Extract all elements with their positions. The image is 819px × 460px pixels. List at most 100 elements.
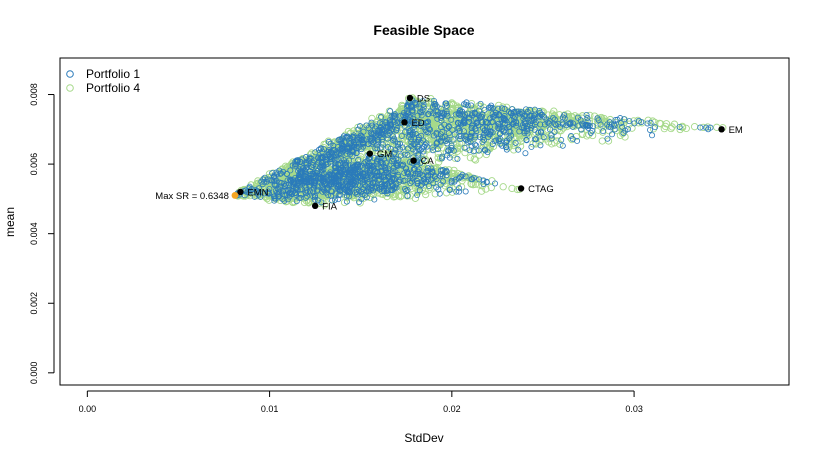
asset-label-ca: CA	[421, 156, 435, 167]
portfolio-1-point	[324, 186, 331, 193]
portfolio-1-point	[483, 179, 490, 186]
portfolio-1-point	[432, 103, 439, 110]
portfolio-1-point	[647, 119, 654, 126]
portfolio-4-point	[564, 113, 572, 121]
portfolio-1-point	[318, 175, 325, 182]
portfolio-1-point	[287, 167, 294, 174]
portfolio-1-point	[257, 193, 264, 200]
portfolio-1-point	[388, 186, 395, 193]
portfolio-4-point	[445, 184, 454, 192]
portfolio-1-point	[448, 142, 455, 149]
portfolio-1-point	[441, 133, 448, 140]
portfolio-1-point	[358, 136, 365, 143]
portfolio-1-point	[577, 117, 584, 124]
portfolio-1-point	[378, 188, 385, 195]
y-tick-label: 0.000	[29, 362, 39, 385]
asset-label-em: EM	[729, 125, 743, 136]
portfolio-1-point	[407, 135, 414, 142]
portfolio-1-point	[518, 124, 525, 131]
portfolio-1-point	[302, 173, 309, 180]
portfolio-4-point	[386, 149, 394, 158]
portfolio-1-point	[405, 102, 412, 109]
portfolio-1-point	[546, 126, 553, 133]
portfolio-1-point	[448, 179, 455, 186]
portfolio-1-point	[452, 111, 459, 118]
portfolio-4-point	[555, 127, 563, 135]
portfolio-1-point	[389, 183, 396, 190]
portfolio-1-point	[279, 196, 286, 203]
portfolio-1-point	[426, 125, 433, 132]
portfolio-1-point	[340, 157, 347, 164]
portfolio-1-point	[414, 192, 421, 199]
portfolio-1-point	[282, 192, 289, 199]
portfolio-1-point	[265, 188, 272, 195]
portfolio-1-point	[697, 124, 704, 131]
portfolio-1-point	[415, 136, 422, 143]
portfolio-1-point	[395, 118, 402, 125]
portfolio-1-point	[311, 169, 318, 176]
portfolio-1-point	[497, 130, 504, 137]
max-sr-point	[231, 192, 239, 199]
legend-marker-portfolio-1	[66, 70, 74, 78]
portfolio-1-point	[433, 112, 440, 119]
portfolio-1-point	[379, 134, 386, 141]
portfolio-1-point	[374, 136, 381, 143]
portfolio-1-point	[469, 110, 476, 117]
portfolio-1-point	[401, 186, 408, 193]
portfolio-1-point	[501, 105, 508, 112]
portfolio-1-point	[550, 114, 557, 121]
portfolio-1-point	[328, 154, 335, 161]
portfolio-1-point	[346, 148, 353, 155]
portfolio-1-point	[405, 113, 412, 120]
portfolio-1-point	[487, 128, 494, 135]
portfolio-1-point	[604, 121, 611, 128]
portfolio-1-point	[367, 129, 374, 136]
portfolio-4-point	[583, 132, 591, 140]
portfolio-1-point	[420, 148, 427, 155]
portfolio-1-point	[479, 111, 486, 118]
portfolio-1-point	[341, 160, 348, 167]
portfolio-1-point	[433, 129, 440, 136]
portfolio-1-point	[302, 169, 309, 176]
portfolio-1-point	[360, 136, 367, 143]
portfolio-1-point	[523, 128, 530, 135]
portfolio-1-point	[321, 176, 328, 183]
y-axis: 0.000 0.002 0.004 0.006 0.008	[29, 83, 55, 385]
portfolio-1-point	[336, 173, 343, 180]
portfolio-1-point	[380, 174, 387, 181]
asset-point-ed	[401, 119, 408, 126]
portfolio-1-point	[272, 175, 279, 182]
portfolio-1-point	[456, 188, 463, 195]
portfolio-1-point	[483, 118, 490, 125]
portfolio-4-point	[670, 120, 679, 128]
portfolio-1-point	[415, 166, 422, 173]
asset-point-ca	[410, 157, 417, 164]
portfolio-1-point	[538, 112, 545, 119]
portfolio-1-point	[263, 178, 270, 185]
x-tick-label: 0.02	[443, 404, 461, 414]
portfolio-1-point	[376, 120, 383, 127]
portfolio-1-point	[462, 188, 469, 195]
portfolio-1-point	[455, 125, 462, 132]
portfolio-1-point	[561, 115, 568, 122]
portfolio-1-point	[457, 120, 464, 127]
portfolio-1-point	[647, 126, 654, 133]
portfolio-1-point	[371, 185, 378, 192]
portfolio-1-point	[273, 177, 280, 184]
portfolio-1-point	[315, 197, 322, 204]
asset-label-fia: FIA	[322, 201, 337, 212]
portfolio-4-point	[448, 184, 456, 193]
y-axis-label: mean	[3, 207, 17, 237]
portfolio-1-point	[415, 134, 422, 141]
portfolio-1-point	[375, 184, 382, 191]
portfolio-1-point	[337, 151, 344, 158]
portfolio-1-point	[464, 110, 471, 117]
portfolio-1-point	[331, 180, 338, 187]
portfolio-1-point	[676, 123, 683, 130]
portfolio-1-point	[358, 162, 365, 169]
portfolio-1-point	[292, 163, 299, 170]
portfolio-1-point	[611, 126, 618, 133]
portfolio-1-point	[343, 198, 350, 205]
portfolio-4-point	[420, 163, 428, 171]
portfolio-1-point	[346, 145, 353, 152]
